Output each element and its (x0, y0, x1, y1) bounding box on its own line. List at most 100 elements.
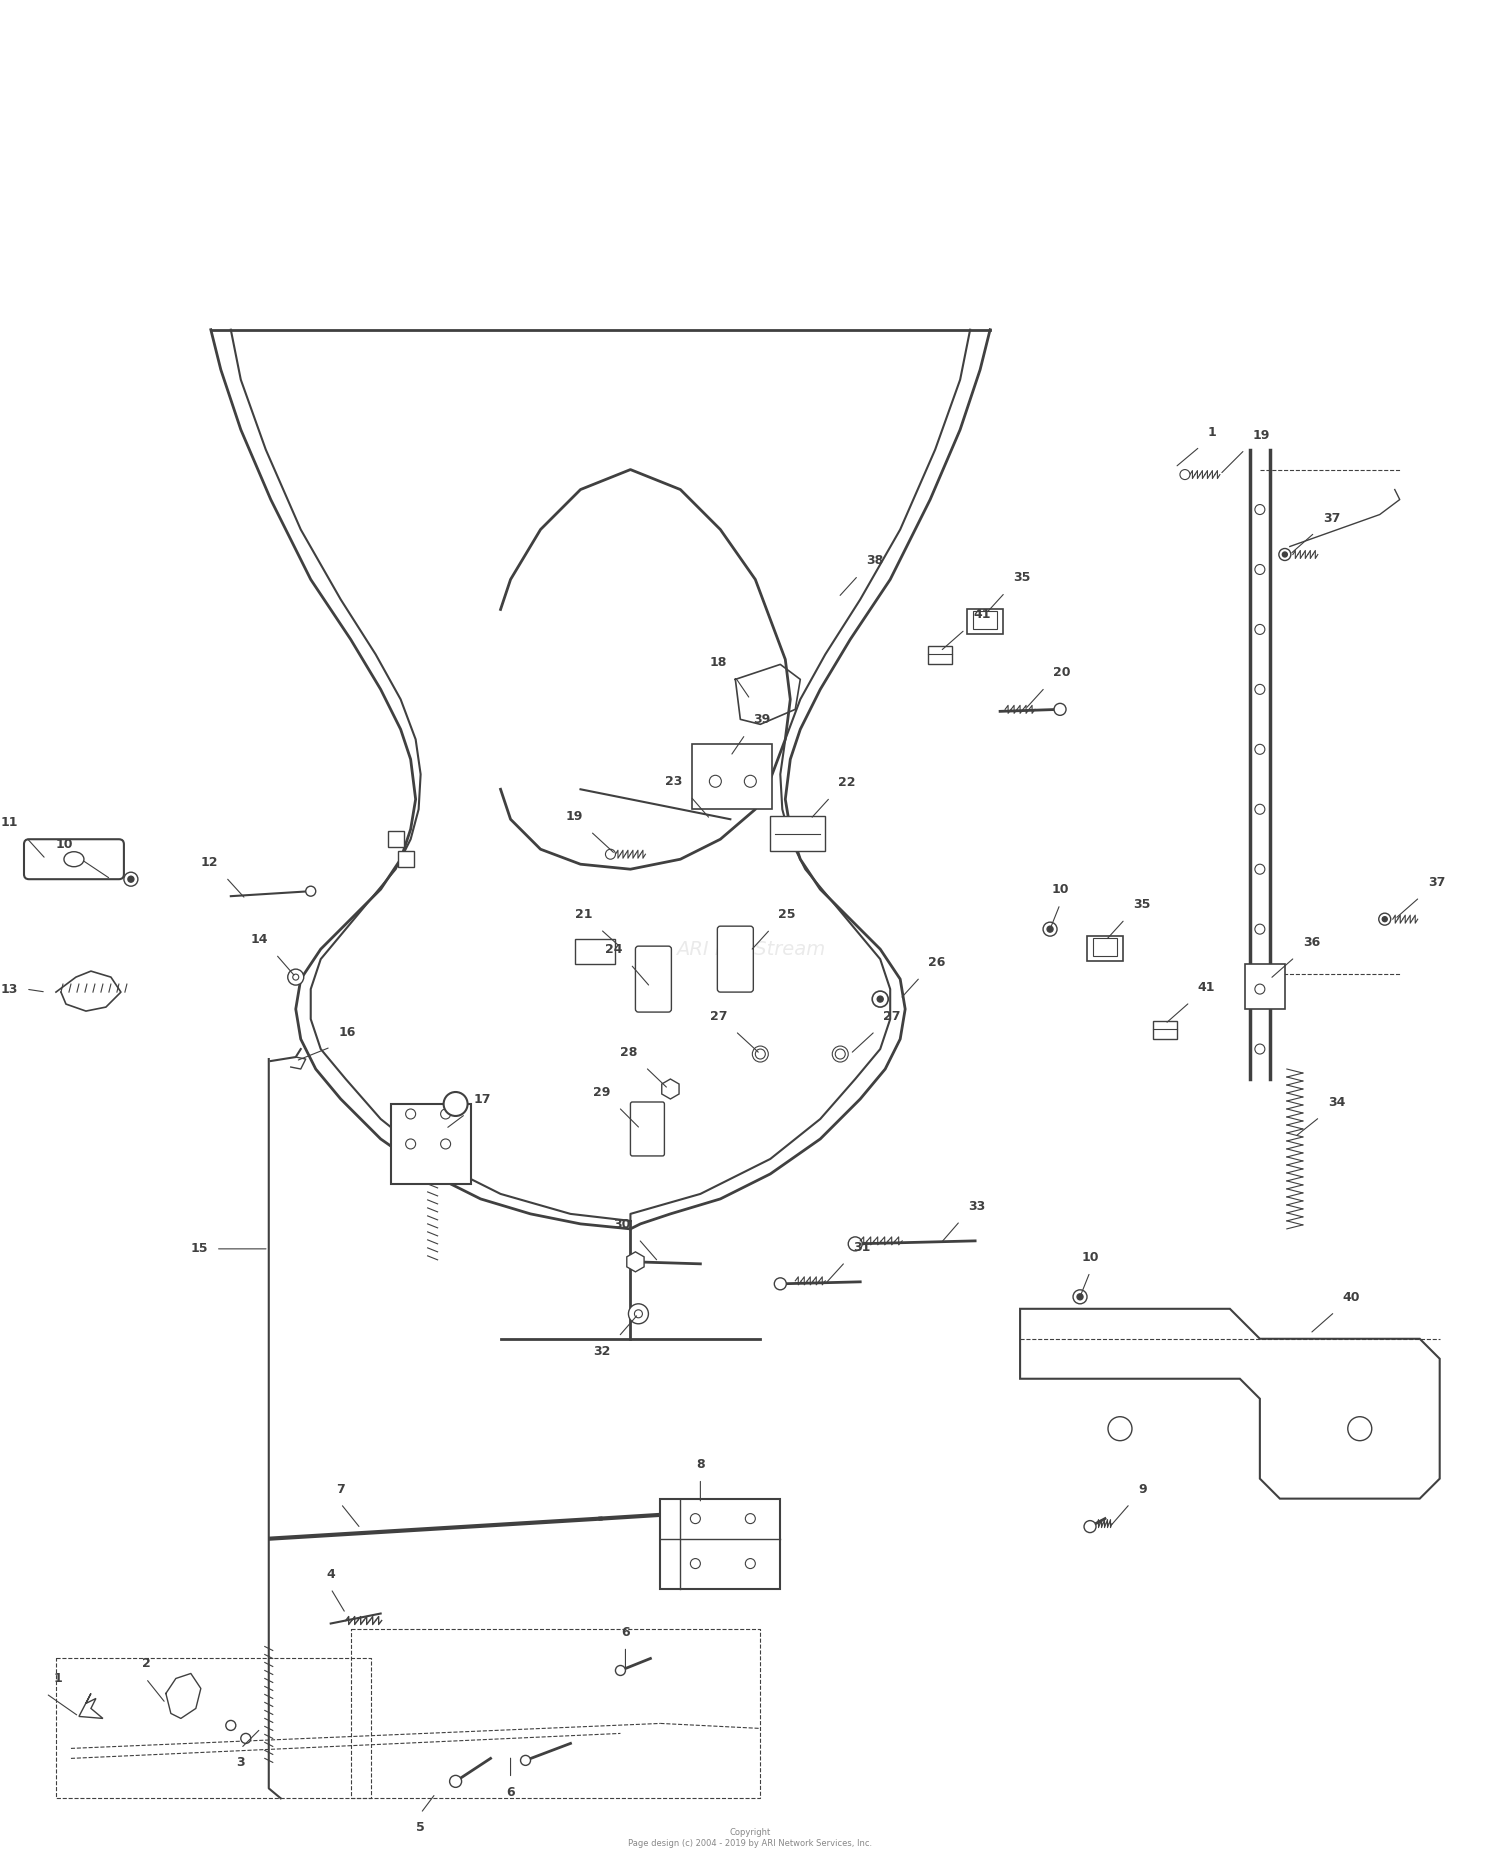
Text: 17: 17 (474, 1093, 490, 1106)
FancyBboxPatch shape (1088, 936, 1124, 962)
Circle shape (1256, 925, 1264, 934)
Text: 24: 24 (604, 943, 622, 956)
Text: 38: 38 (865, 554, 883, 567)
Text: 28: 28 (620, 1047, 638, 1060)
Circle shape (1180, 469, 1190, 480)
Text: 35: 35 (1132, 899, 1150, 912)
Text: 6: 6 (621, 1625, 630, 1638)
Text: ARI PartStream: ARI PartStream (675, 939, 825, 958)
Text: 1: 1 (1208, 426, 1216, 439)
Circle shape (1047, 926, 1053, 932)
Circle shape (1256, 624, 1264, 634)
Circle shape (520, 1755, 531, 1766)
Text: 2: 2 (141, 1657, 150, 1670)
Ellipse shape (64, 852, 84, 867)
Circle shape (1256, 863, 1264, 875)
Text: 16: 16 (339, 1027, 356, 1040)
FancyBboxPatch shape (974, 611, 998, 630)
Text: 8: 8 (696, 1458, 705, 1471)
Text: 25: 25 (778, 908, 796, 921)
Circle shape (634, 1310, 642, 1317)
FancyBboxPatch shape (1094, 938, 1118, 956)
FancyBboxPatch shape (717, 926, 753, 991)
Circle shape (710, 775, 722, 788)
Text: 15: 15 (190, 1242, 208, 1254)
Text: 27: 27 (884, 1010, 900, 1023)
Text: 10: 10 (1052, 884, 1070, 897)
Text: 34: 34 (1328, 1095, 1346, 1108)
Circle shape (744, 775, 756, 788)
Circle shape (774, 1279, 786, 1290)
Circle shape (753, 1047, 768, 1062)
Circle shape (292, 975, 298, 980)
Text: 14: 14 (251, 934, 268, 947)
Circle shape (1256, 684, 1264, 695)
FancyBboxPatch shape (660, 1499, 780, 1588)
Circle shape (615, 1666, 626, 1675)
FancyBboxPatch shape (630, 1103, 664, 1156)
Circle shape (1054, 704, 1066, 715)
FancyBboxPatch shape (693, 745, 772, 810)
Text: 11: 11 (0, 815, 18, 830)
Circle shape (1256, 504, 1264, 515)
Circle shape (690, 1514, 700, 1523)
FancyBboxPatch shape (636, 947, 672, 1012)
FancyBboxPatch shape (390, 1104, 471, 1184)
Text: 6: 6 (506, 1786, 515, 1799)
Circle shape (871, 991, 888, 1006)
Text: 35: 35 (1013, 571, 1031, 584)
Circle shape (606, 849, 615, 860)
Text: 7: 7 (336, 1482, 345, 1495)
Bar (771, 817, 825, 851)
Circle shape (405, 1140, 416, 1149)
Circle shape (306, 886, 315, 897)
Text: 33: 33 (968, 1201, 986, 1214)
Circle shape (690, 1558, 700, 1569)
Circle shape (847, 1236, 862, 1251)
Text: 41: 41 (1198, 980, 1215, 993)
Circle shape (1256, 745, 1264, 754)
Circle shape (288, 969, 303, 986)
Text: 29: 29 (592, 1086, 610, 1099)
Circle shape (878, 997, 884, 1002)
Circle shape (1084, 1521, 1096, 1532)
Circle shape (1042, 923, 1058, 936)
Text: 37: 37 (1428, 876, 1444, 889)
Bar (576, 939, 615, 964)
Circle shape (746, 1514, 756, 1523)
Circle shape (836, 1049, 844, 1060)
Circle shape (1348, 1418, 1372, 1440)
Circle shape (1256, 565, 1264, 574)
Text: 13: 13 (0, 982, 18, 995)
Text: 9: 9 (1138, 1482, 1146, 1495)
Circle shape (441, 1140, 450, 1149)
Circle shape (444, 1091, 468, 1116)
Circle shape (441, 1108, 450, 1119)
FancyBboxPatch shape (24, 839, 124, 878)
Text: 39: 39 (753, 713, 771, 726)
Circle shape (128, 876, 134, 882)
Text: 31: 31 (853, 1242, 870, 1254)
Circle shape (1378, 914, 1390, 925)
Bar (1154, 1021, 1178, 1040)
Text: 32: 32 (592, 1345, 610, 1358)
Text: 10: 10 (1082, 1251, 1100, 1264)
Circle shape (1282, 552, 1287, 558)
Bar (928, 647, 952, 665)
Bar (398, 851, 414, 867)
Text: 30: 30 (614, 1217, 630, 1230)
Text: 4: 4 (327, 1568, 334, 1581)
Circle shape (242, 1733, 250, 1744)
Text: 36: 36 (1304, 936, 1320, 949)
Circle shape (1256, 984, 1264, 993)
Text: 26: 26 (928, 956, 945, 969)
Text: 1: 1 (54, 1673, 63, 1686)
Text: 20: 20 (1053, 667, 1071, 680)
Circle shape (1077, 1293, 1083, 1299)
FancyBboxPatch shape (968, 610, 1004, 634)
Circle shape (1256, 1043, 1264, 1054)
Circle shape (1108, 1418, 1132, 1440)
Circle shape (1256, 804, 1264, 813)
Circle shape (405, 1108, 416, 1119)
Text: 5: 5 (417, 1821, 424, 1834)
